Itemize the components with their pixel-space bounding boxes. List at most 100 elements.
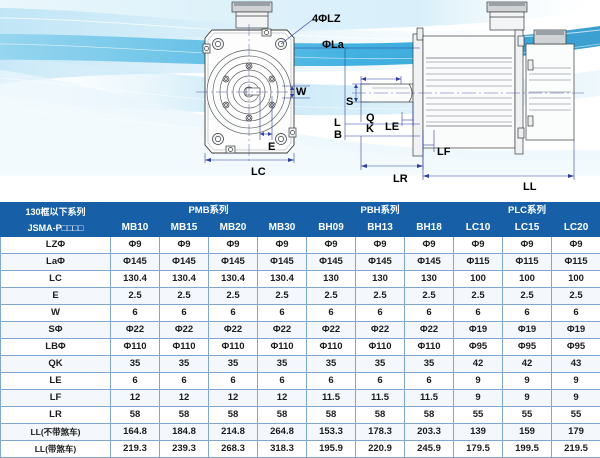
cell-mb30: Φ22 bbox=[258, 322, 307, 339]
cell-mb30: 2.5 bbox=[258, 288, 307, 305]
table-group-header-0: PMB系列 bbox=[111, 203, 307, 220]
cell-bh09: 6 bbox=[307, 373, 356, 390]
row-label: LR bbox=[1, 407, 111, 424]
cell-bh13: 11.5 bbox=[356, 390, 405, 407]
cell-mb20: 130.4 bbox=[209, 271, 258, 288]
cell-mb30: 130.4 bbox=[258, 271, 307, 288]
row-label: QK bbox=[1, 356, 111, 373]
cell-lc20: 9 bbox=[552, 373, 600, 390]
cell-mb30: 318.3 bbox=[258, 441, 307, 458]
cell-bh09: Φ110 bbox=[307, 339, 356, 356]
cell-lc10: 42 bbox=[454, 356, 503, 373]
cell-lc10: 139 bbox=[454, 424, 503, 441]
cell-mb10: 35 bbox=[111, 356, 160, 373]
cell-lc10: 9 bbox=[454, 390, 503, 407]
table-column-header-lc10: LC10 bbox=[454, 220, 503, 237]
label-s: S bbox=[346, 97, 353, 108]
row-label: LC bbox=[1, 271, 111, 288]
cell-mb15: 184.8 bbox=[160, 424, 209, 441]
cell-lc10: Φ9 bbox=[454, 237, 503, 254]
label-lc: LC bbox=[251, 167, 266, 178]
cell-bh09: 58 bbox=[307, 407, 356, 424]
cell-bh09: 195.9 bbox=[307, 441, 356, 458]
cell-mb10: 58 bbox=[111, 407, 160, 424]
cell-mb15: Φ9 bbox=[160, 237, 209, 254]
cell-mb30: 264.8 bbox=[258, 424, 307, 441]
table-column-header-mb15: MB15 bbox=[160, 220, 209, 237]
cell-lc15: 199.5 bbox=[503, 441, 552, 458]
table-column-header-mb10: MB10 bbox=[111, 220, 160, 237]
cell-bh09: 35 bbox=[307, 356, 356, 373]
cell-lc20: 179 bbox=[552, 424, 600, 441]
front-view bbox=[196, 2, 306, 162]
cell-mb30: Φ145 bbox=[258, 254, 307, 271]
cell-bh18: Φ9 bbox=[405, 237, 454, 254]
cell-lc10: 55 bbox=[454, 407, 503, 424]
cell-bh13: 178.3 bbox=[356, 424, 405, 441]
cell-mb15: Φ110 bbox=[160, 339, 209, 356]
cell-lc15: Φ19 bbox=[503, 322, 552, 339]
cell-mb20: 214.8 bbox=[209, 424, 258, 441]
cell-bh09: Φ9 bbox=[307, 237, 356, 254]
cell-lc10: Φ19 bbox=[454, 322, 503, 339]
cell-mb30: 58 bbox=[258, 407, 307, 424]
cell-lc20: Φ95 bbox=[552, 339, 600, 356]
cell-mb15: 58 bbox=[160, 407, 209, 424]
row-label: LL(不带煞车) bbox=[1, 424, 111, 441]
label-phi-la: ΦLa bbox=[322, 40, 344, 51]
cell-lc20: 9 bbox=[552, 390, 600, 407]
cell-mb30: 12 bbox=[258, 390, 307, 407]
cell-bh18: Φ145 bbox=[405, 254, 454, 271]
cell-lc20: Φ19 bbox=[552, 322, 600, 339]
table-corner-title: 130框以下系列 JSMA-P□□□□ bbox=[1, 203, 111, 237]
label-b: B bbox=[334, 130, 342, 141]
cell-lc15: 9 bbox=[503, 373, 552, 390]
cell-mb20: 12 bbox=[209, 390, 258, 407]
label-e: E bbox=[268, 142, 275, 153]
row-label: W bbox=[1, 305, 111, 322]
cell-mb15: Φ145 bbox=[160, 254, 209, 271]
cell-lc15: 2.5 bbox=[503, 288, 552, 305]
row-label: LE bbox=[1, 373, 111, 390]
cell-bh09: 6 bbox=[307, 305, 356, 322]
table-column-header-bh09: BH09 bbox=[307, 220, 356, 237]
cell-bh13: Φ110 bbox=[356, 339, 405, 356]
cell-lc10: 6 bbox=[454, 305, 503, 322]
cell-lc10: 2.5 bbox=[454, 288, 503, 305]
cell-lc10: Φ95 bbox=[454, 339, 503, 356]
cell-lc20: 100 bbox=[552, 271, 600, 288]
cell-mb15: 2.5 bbox=[160, 288, 209, 305]
row-label: LZΦ bbox=[1, 237, 111, 254]
cell-mb20: Φ145 bbox=[209, 254, 258, 271]
row-label: SΦ bbox=[1, 322, 111, 339]
cell-bh18: Φ110 bbox=[405, 339, 454, 356]
cell-lc15: Φ9 bbox=[503, 237, 552, 254]
label-le: LE bbox=[385, 122, 399, 133]
cell-mb10: Φ110 bbox=[111, 339, 160, 356]
table-group-header-1: PBH系列 bbox=[307, 203, 454, 220]
row-label: LF bbox=[1, 390, 111, 407]
cell-bh13: Φ22 bbox=[356, 322, 405, 339]
cell-bh13: 58 bbox=[356, 407, 405, 424]
technical-drawing bbox=[0, 0, 600, 200]
cell-bh13: 35 bbox=[356, 356, 405, 373]
cell-bh18: 35 bbox=[405, 356, 454, 373]
cell-lc15: 42 bbox=[503, 356, 552, 373]
cell-bh18: 130 bbox=[405, 271, 454, 288]
cell-mb15: 6 bbox=[160, 305, 209, 322]
cell-bh18: 2.5 bbox=[405, 288, 454, 305]
cell-bh18: 11.5 bbox=[405, 390, 454, 407]
cell-mb10: 130.4 bbox=[111, 271, 160, 288]
cell-mb10: 6 bbox=[111, 305, 160, 322]
row-label: LL(带煞车) bbox=[1, 441, 111, 458]
